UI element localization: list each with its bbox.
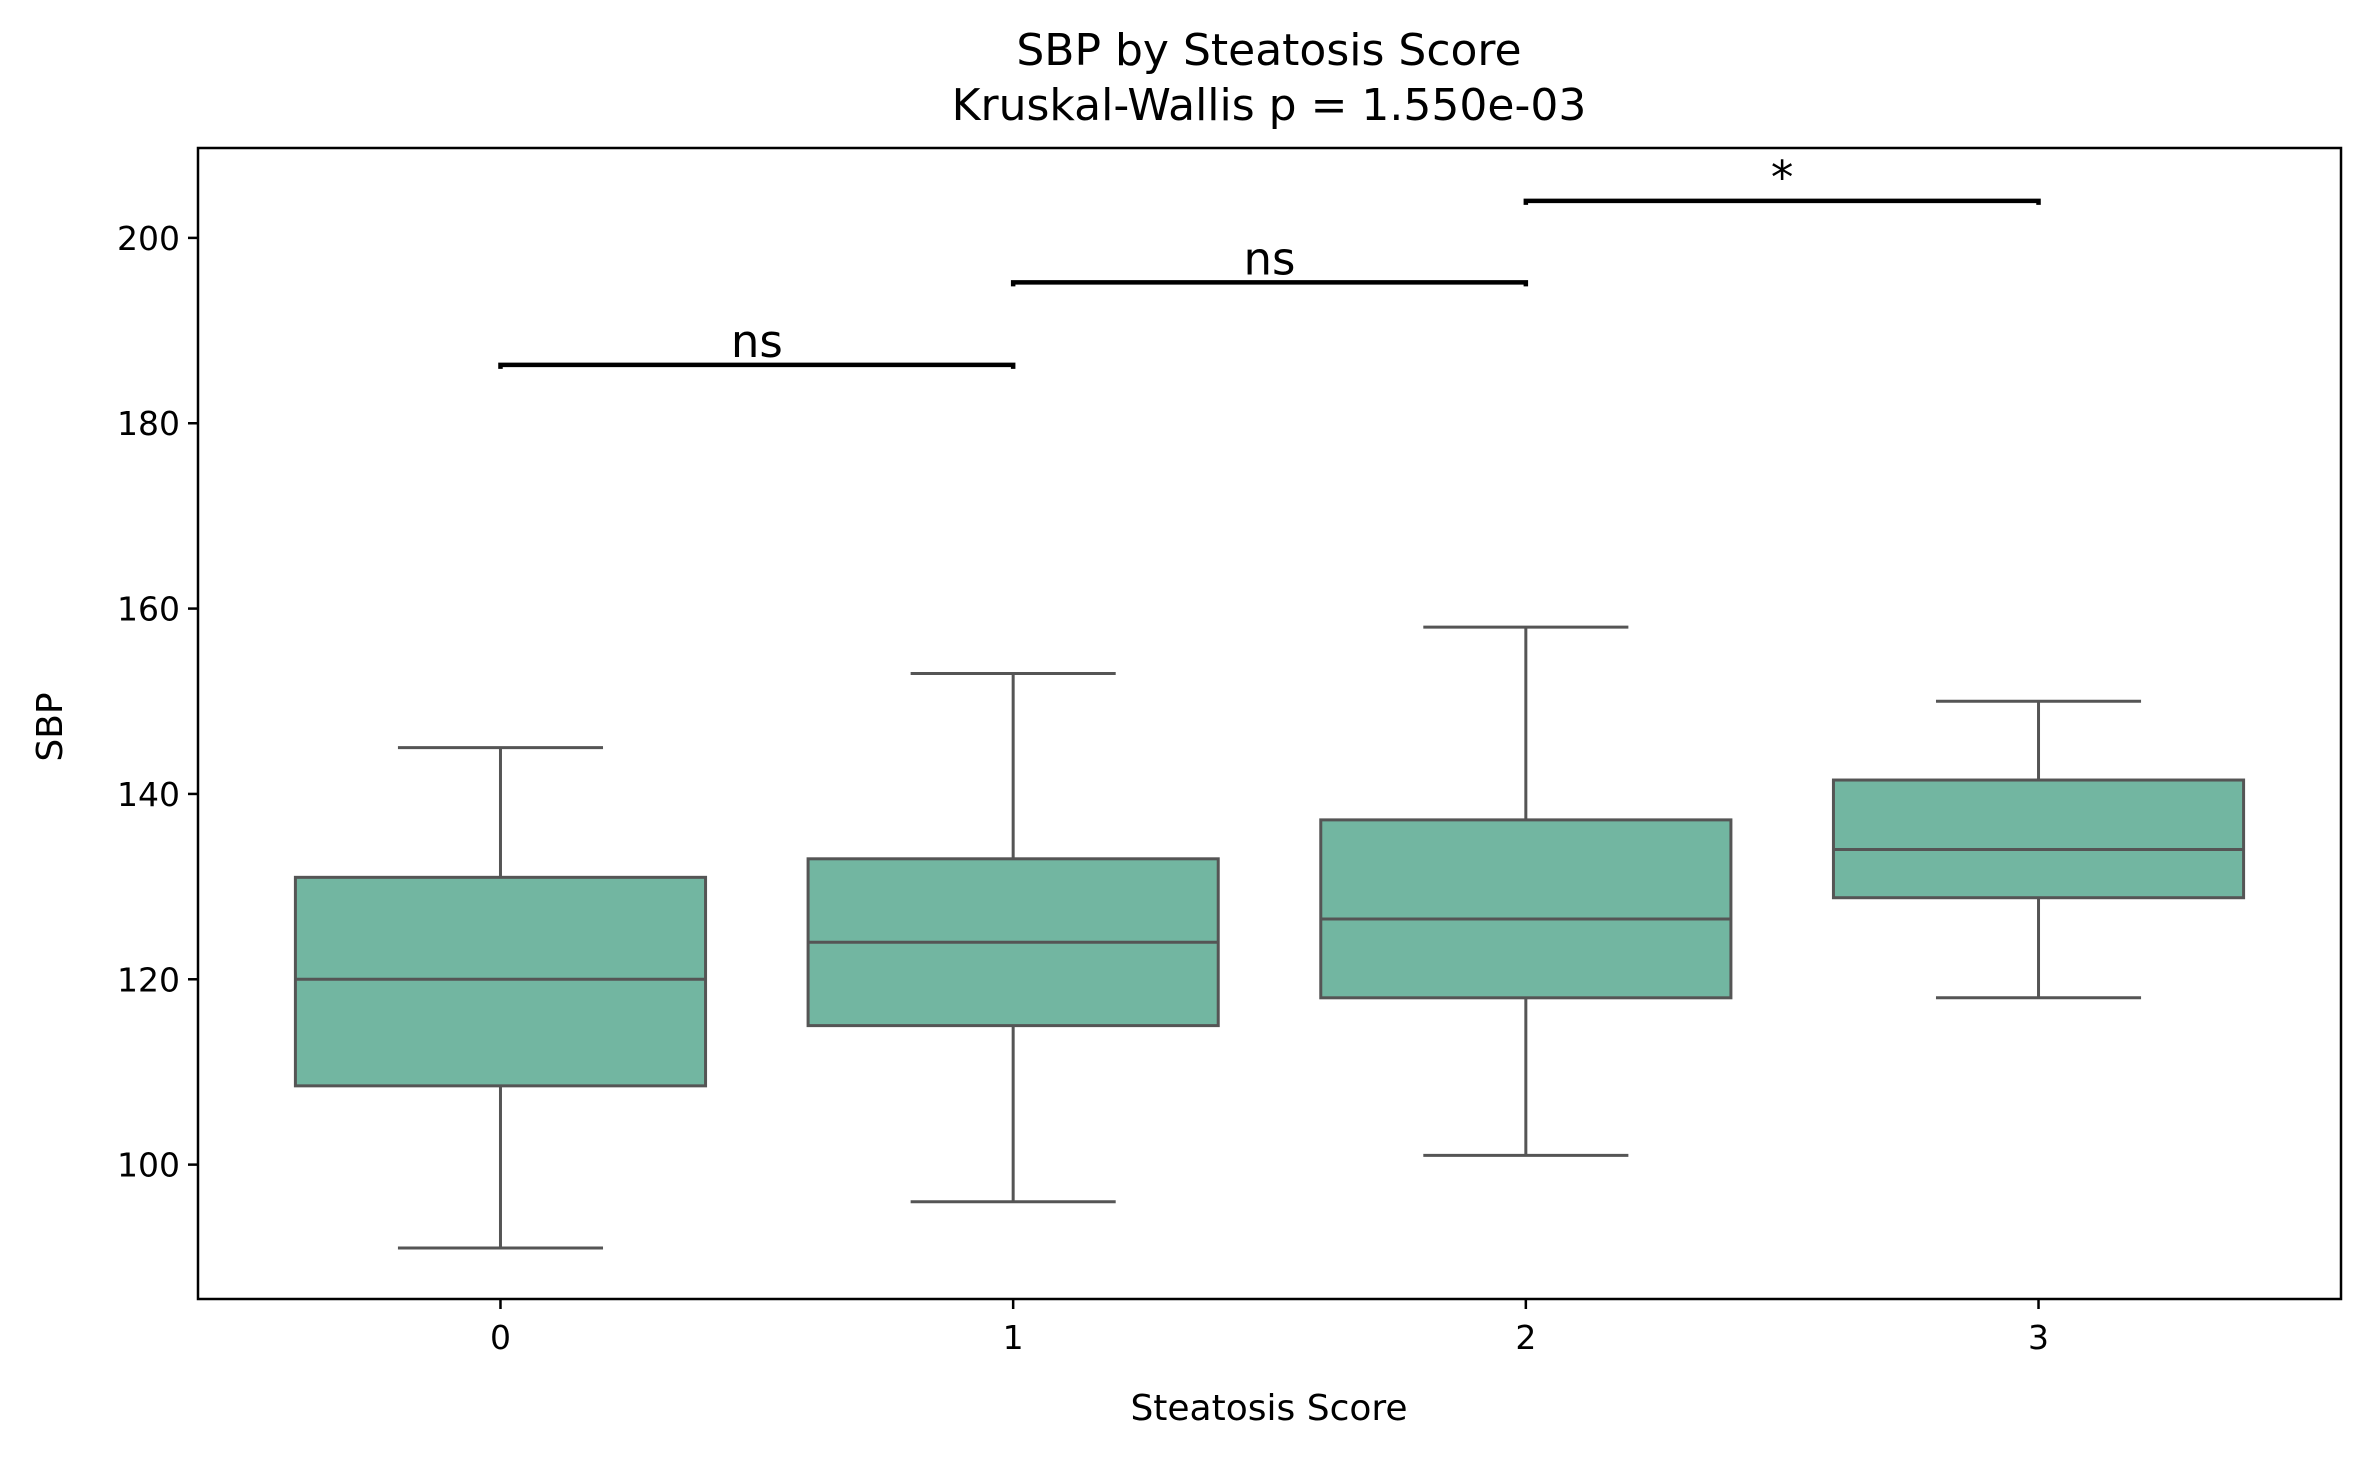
chart-subtitle: Kruskal-Wallis p = 1.550e-03 xyxy=(952,80,1587,131)
bracket-line xyxy=(498,362,1016,369)
significance-label: ns xyxy=(731,315,783,368)
box-group-3 xyxy=(1831,699,2246,1000)
box-group-2 xyxy=(1319,625,1733,1157)
y-axis: 100 120 140 160 180 200 xyxy=(117,219,198,1185)
bracket-line xyxy=(1010,280,1529,287)
iqr-box xyxy=(1831,778,2246,900)
plot-area: ns ns * xyxy=(293,151,2246,1250)
x-tick-label: 0 xyxy=(490,1318,511,1357)
bracket-line xyxy=(1523,198,2041,205)
y-tick-label: 140 xyxy=(117,775,180,814)
x-tick-label: 3 xyxy=(2028,1318,2049,1357)
y-tick-label: 160 xyxy=(117,590,180,629)
x-tick-label: 2 xyxy=(1515,1318,1536,1357)
iqr-box xyxy=(293,875,708,1088)
y-tick-label: 120 xyxy=(117,960,180,999)
y-tick-label: 200 xyxy=(117,219,180,258)
x-axis: 0 1 2 3 xyxy=(490,1299,2049,1357)
x-tick-label: 1 xyxy=(1003,1318,1024,1357)
y-tick-label: 100 xyxy=(117,1146,180,1185)
significance-bracket: * xyxy=(1523,151,2041,205)
significance-bracket: ns xyxy=(1010,232,1529,287)
significance-bracket: ns xyxy=(498,315,1016,369)
significance-label: * xyxy=(1771,151,1794,204)
axes-frame xyxy=(196,146,2343,1301)
box-group-1 xyxy=(806,671,1220,1204)
iqr-box xyxy=(1319,818,1733,1000)
significance-label: ns xyxy=(1244,232,1296,285)
chart-title: SBP by Steatosis Score xyxy=(1016,25,1521,76)
box-group-0 xyxy=(293,746,708,1250)
y-tick-label: 180 xyxy=(117,404,180,443)
x-axis-label: Steatosis Score xyxy=(1130,1388,1407,1429)
y-axis-label: SBP xyxy=(30,692,71,761)
